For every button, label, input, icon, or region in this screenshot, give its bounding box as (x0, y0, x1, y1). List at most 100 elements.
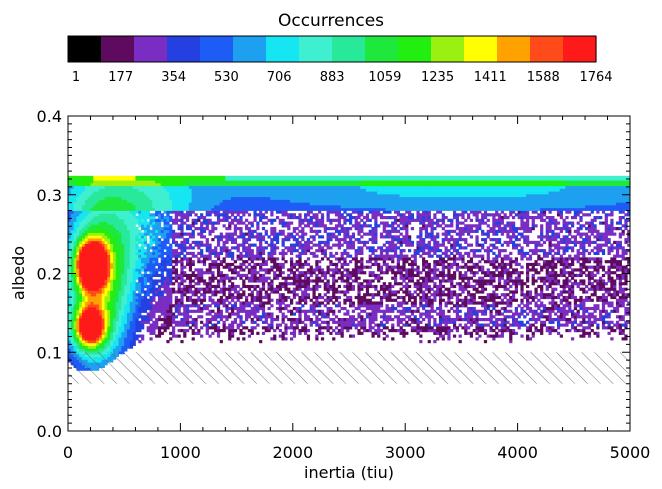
heatmap-cell (270, 304, 274, 308)
heatmap-cell (98, 331, 103, 335)
heatmap-cell (219, 301, 223, 305)
heatmap-cell (233, 312, 237, 316)
heatmap-cell (177, 196, 181, 200)
heatmap-cell (197, 279, 201, 283)
heatmap-cell (84, 232, 89, 236)
heatmap-cell (191, 246, 195, 250)
heatmap-cell (127, 298, 131, 302)
heatmap-cell (256, 224, 260, 228)
heatmap-cell (79, 295, 83, 300)
heatmap-cell (84, 185, 89, 189)
heatmap-cell (87, 304, 91, 308)
heatmap-cell (332, 320, 336, 324)
heatmap-cell (230, 309, 235, 313)
heatmap-cell (79, 249, 83, 253)
heatmap-cell (197, 315, 201, 319)
heatmap-cell (82, 227, 86, 231)
heatmap-cell (205, 257, 209, 261)
heatmap-cell (93, 235, 97, 239)
heatmap-cell (219, 295, 223, 300)
heatmap-cell (135, 293, 139, 297)
heatmap-cell (264, 229, 268, 233)
heatmap-cell (298, 257, 302, 261)
heatmap-cell (76, 320, 80, 324)
heatmap-cell (138, 309, 142, 313)
heatmap-cell (219, 276, 223, 280)
heatmap-cell (354, 227, 358, 231)
heatmap-cell (76, 188, 80, 192)
heatmap-cell (318, 249, 322, 253)
heatmap-cell (236, 295, 240, 300)
heatmap-cell (166, 238, 170, 242)
heatmap-cell (129, 224, 134, 228)
heatmap-cell (68, 298, 72, 302)
heatmap-cell (110, 229, 114, 233)
heatmap-cell (104, 210, 108, 214)
heatmap-cell (219, 249, 223, 253)
heatmap-cell (270, 326, 274, 330)
heatmap-cell (132, 193, 136, 198)
heatmap-cell (146, 326, 150, 330)
heatmap-cell (82, 265, 86, 269)
heatmap-cell (225, 235, 229, 239)
heatmap-cell (295, 243, 299, 247)
heatmap-cell (326, 238, 330, 242)
heatmap-cell (337, 284, 341, 289)
heatmap-cell (127, 273, 131, 278)
heatmap-cell (202, 204, 207, 209)
heatmap-cell (267, 293, 271, 297)
heatmap-cell (160, 260, 164, 264)
heatmap-cell (211, 290, 215, 294)
heatmap-cell (76, 298, 80, 302)
heatmap-cell (124, 243, 128, 247)
heatmap-cell (171, 331, 176, 335)
heatmap-cell (152, 251, 156, 255)
heatmap-cell (228, 207, 232, 211)
heatmap-cell (278, 204, 282, 209)
heatmap-cell (152, 287, 156, 291)
heatmap-cell (129, 227, 134, 231)
heatmap-cell (124, 315, 128, 319)
heatmap-cell (253, 229, 257, 233)
heatmap-cell (250, 185, 254, 189)
heatmap-cell (155, 188, 159, 192)
heatmap-cell (127, 227, 131, 231)
heatmap-cell (292, 265, 297, 269)
heatmap-cell (301, 295, 305, 300)
heatmap-cell (214, 287, 218, 291)
heatmap-cell (171, 229, 176, 233)
heatmap-cell (84, 306, 89, 311)
heatmap-cell (270, 251, 274, 255)
heatmap-cell (247, 284, 252, 289)
heatmap-cell (242, 185, 246, 189)
colorbar-label: 177 (108, 70, 133, 85)
heatmap-cell (157, 196, 162, 200)
heatmap-cell (84, 276, 89, 280)
heatmap-cell (180, 293, 184, 297)
heatmap-cell (233, 193, 237, 198)
heatmap-cell (295, 254, 299, 258)
heatmap-cell (281, 232, 285, 236)
heatmap-cell (118, 249, 122, 253)
heatmap-cell (315, 304, 319, 308)
heatmap-cell (180, 188, 184, 192)
heatmap-cell (115, 298, 119, 302)
heatmap-cell (174, 235, 178, 239)
heatmap-cell (329, 331, 333, 335)
heatmap-cell (337, 323, 341, 327)
heatmap-cell (115, 293, 119, 297)
heatmap-cell (68, 271, 72, 275)
heatmap-cell (230, 246, 235, 250)
heatmap-cell (129, 293, 134, 297)
heatmap-cell (160, 188, 164, 192)
heatmap-cell (287, 224, 291, 228)
heatmap-cell (155, 185, 159, 189)
heatmap-cell (115, 284, 119, 289)
heatmap-cell (169, 260, 173, 264)
heatmap-cell (304, 182, 308, 187)
heatmap-cell (177, 213, 181, 217)
heatmap-cell (90, 238, 94, 242)
heatmap-cell (183, 216, 187, 220)
heatmap-cell (118, 196, 122, 200)
heatmap-cell (329, 273, 333, 278)
